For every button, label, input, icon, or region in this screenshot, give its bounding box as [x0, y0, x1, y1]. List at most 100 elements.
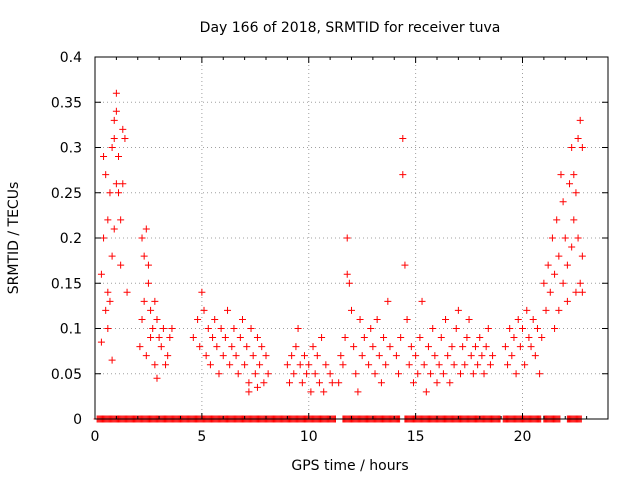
data-point: [478, 352, 486, 360]
y-tick-label: 0.05: [51, 367, 82, 383]
data-point: [377, 379, 385, 387]
data-point: [578, 288, 586, 296]
x-tick-label: 20: [514, 429, 532, 445]
data-point: [155, 334, 163, 342]
data-point: [309, 343, 317, 351]
data-point: [352, 370, 360, 378]
data-point: [213, 343, 221, 351]
data-point: [566, 180, 574, 188]
data-point: [369, 343, 377, 351]
data-point: [326, 370, 334, 378]
data-point: [418, 297, 426, 305]
y-tick-labels: 0 0.05 0.1 0.15 0.2 0.25 0.3 0.35 0.4: [51, 50, 82, 428]
data-point: [151, 297, 159, 305]
data-point: [119, 180, 127, 188]
data-point: [100, 234, 108, 242]
data-point: [401, 261, 409, 269]
y-tick-label: 0.3: [60, 141, 82, 157]
data-point: [392, 352, 400, 360]
data-point: [313, 352, 321, 360]
data-point: [542, 306, 550, 314]
data-point: [471, 343, 479, 351]
data-point: [110, 134, 118, 142]
data-point: [144, 261, 152, 269]
data-point: [100, 153, 108, 161]
data-point: [486, 361, 494, 369]
data-point: [555, 252, 563, 260]
data-point: [527, 343, 535, 351]
data-point: [298, 379, 306, 387]
data-point: [206, 361, 214, 369]
data-point: [559, 198, 567, 206]
data-point: [382, 361, 390, 369]
data-point: [264, 370, 272, 378]
data-point: [523, 306, 531, 314]
data-point: [256, 361, 264, 369]
data-point: [412, 352, 420, 360]
data-point: [559, 279, 567, 287]
data-point: [465, 315, 473, 323]
data-point: [504, 361, 512, 369]
data-point: [110, 116, 118, 124]
data-point: [164, 352, 172, 360]
data-point: [424, 343, 432, 351]
data-point: [343, 234, 351, 242]
data-point: [108, 252, 116, 260]
data-point: [371, 370, 379, 378]
data-point: [219, 352, 227, 360]
data-point: [115, 153, 123, 161]
data-point: [463, 334, 471, 342]
data-point: [97, 338, 105, 346]
data-point: [315, 379, 323, 387]
data-point: [480, 370, 488, 378]
data-point: [350, 343, 358, 351]
data-point: [555, 306, 563, 314]
data-point: [117, 261, 125, 269]
data-point: [341, 334, 349, 342]
data-point: [448, 343, 456, 351]
data-point: [245, 388, 253, 396]
data-point: [102, 171, 110, 179]
data-point: [574, 234, 582, 242]
data-point: [234, 370, 242, 378]
data-point: [431, 352, 439, 360]
data-point: [578, 252, 586, 260]
data-point: [112, 180, 120, 188]
data-point: [544, 261, 552, 269]
data-point: [452, 325, 460, 332]
data-point: [399, 134, 407, 142]
data-point: [409, 379, 417, 387]
data-point: [568, 243, 576, 251]
data-point: [538, 334, 546, 342]
data-point: [576, 279, 584, 287]
data-point: [461, 361, 469, 369]
data-point: [119, 125, 127, 133]
y-tick-label: 0: [73, 412, 82, 428]
data-point: [215, 370, 223, 378]
data-point: [360, 334, 368, 342]
data-point: [262, 352, 270, 360]
data-point: [536, 370, 544, 378]
data-point: [104, 216, 112, 224]
data-point: [433, 379, 441, 387]
data-point: [551, 270, 559, 278]
data-point: [121, 134, 129, 142]
data-point: [104, 288, 112, 296]
data-point: [386, 343, 394, 351]
data-point: [572, 189, 580, 197]
data-point: [307, 388, 315, 396]
data-point: [147, 334, 155, 342]
data-point: [343, 270, 351, 278]
data-point: [147, 306, 155, 314]
data-point: [512, 370, 520, 378]
data-point: [435, 361, 443, 369]
data-point: [533, 325, 541, 332]
data-point: [474, 361, 482, 369]
data-point: [142, 352, 150, 360]
y-tick-label: 0.4: [60, 50, 82, 66]
data-point: [243, 343, 251, 351]
data-point: [236, 334, 244, 342]
data-point: [482, 343, 490, 351]
data-point: [384, 297, 392, 305]
